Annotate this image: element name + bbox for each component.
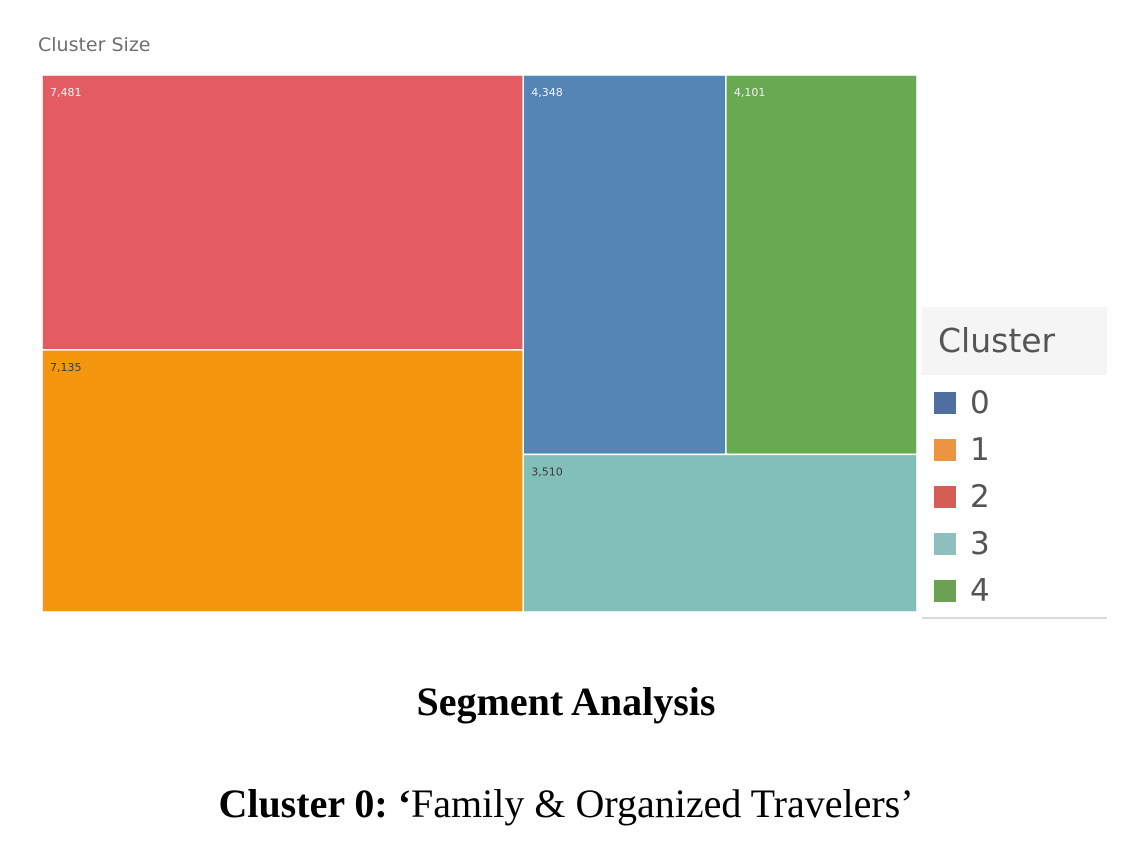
legend-swatch-2	[934, 486, 956, 508]
cluster-heading: Cluster 0: ‘Family & Organized Travelers…	[0, 780, 1132, 827]
legend-header	[922, 307, 1107, 375]
treemap-label-cluster-1: 7,135	[50, 361, 82, 374]
cluster-heading-text: Family & Organized Travelers’	[411, 781, 914, 826]
legend-swatch-4	[934, 580, 956, 602]
legend-item-3[interactable]: 3	[934, 524, 990, 564]
legend-label-3: 3	[970, 526, 990, 562]
legend-item-0[interactable]: 0	[934, 383, 990, 423]
legend-label-0: 0	[970, 385, 990, 421]
legend-label-4: 4	[970, 573, 990, 609]
cluster-heading-label: Cluster 0:	[218, 781, 398, 826]
treemap-label-cluster-3: 3,510	[531, 465, 563, 478]
legend-label-1: 1	[970, 432, 990, 468]
cluster-heading-quote: ‘	[397, 781, 412, 826]
treemap-cell-cluster-3[interactable]	[522, 453, 918, 613]
legend-item-1[interactable]: 1	[934, 430, 990, 470]
legend-item-4[interactable]: 4	[934, 571, 990, 611]
legend-title: Cluster	[938, 321, 1056, 360]
treemap-cell-cluster-2[interactable]	[41, 74, 524, 351]
treemap-label-cluster-0: 4,348	[531, 86, 563, 99]
treemap-cell-cluster-1[interactable]	[41, 349, 524, 613]
legend: Cluster 0 1 2 3 4	[922, 307, 1107, 619]
legend-swatch-1	[934, 439, 956, 461]
treemap-label-cluster-2: 7,481	[50, 86, 82, 99]
legend-swatch-0	[934, 392, 956, 414]
chart-title: Cluster Size	[38, 34, 151, 56]
treemap-label-cluster-4: 4,101	[734, 86, 766, 99]
treemap-cell-cluster-4[interactable]	[725, 74, 918, 456]
legend-item-2[interactable]: 2	[934, 477, 990, 517]
legend-swatch-3	[934, 533, 956, 555]
treemap-chart: 7,481 7,135 4,348 4,101 3,510	[41, 74, 918, 613]
treemap-cell-cluster-0[interactable]	[522, 74, 727, 456]
legend-label-2: 2	[970, 479, 990, 515]
segment-analysis-heading: Segment Analysis	[416, 679, 716, 724]
